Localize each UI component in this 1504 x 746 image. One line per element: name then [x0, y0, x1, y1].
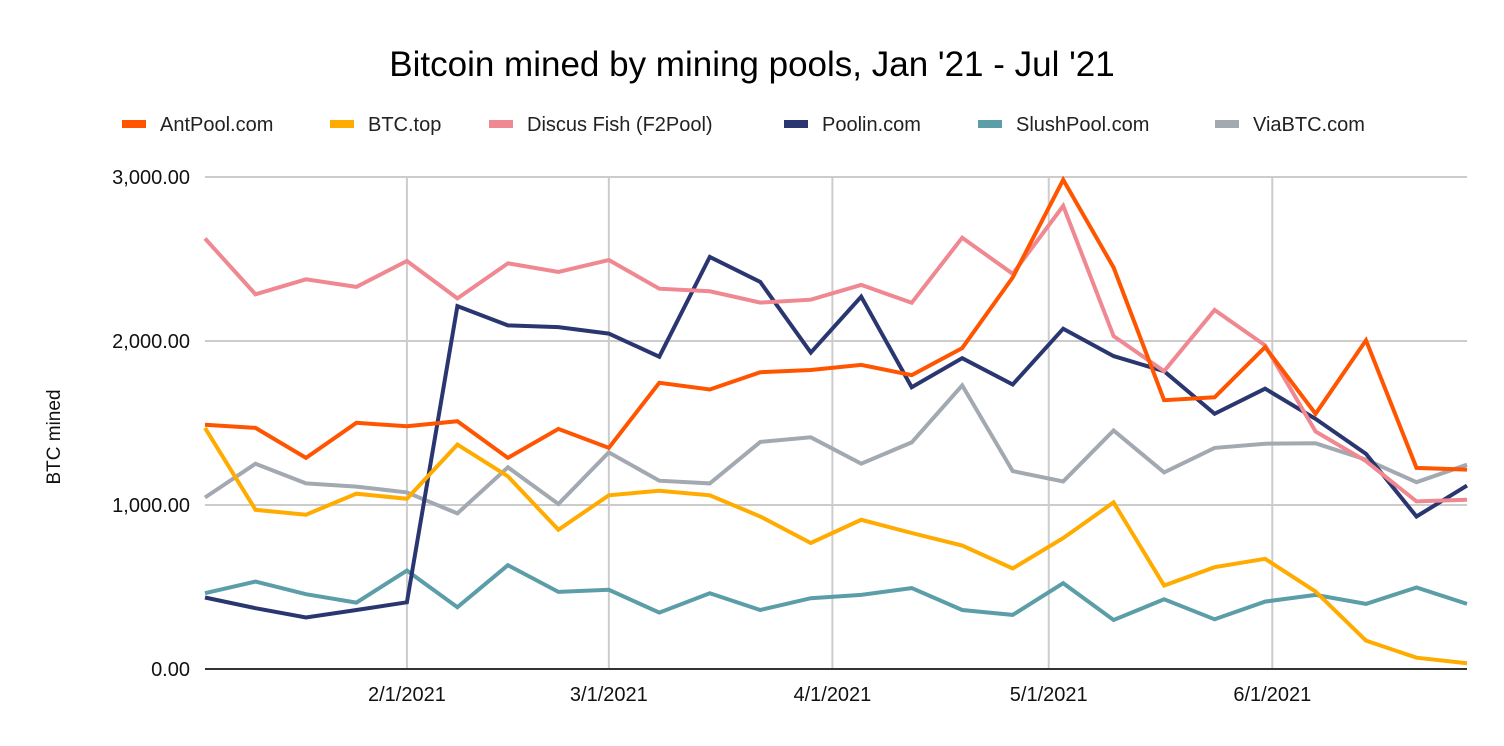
- legend-swatch: [330, 120, 354, 128]
- series-line-slushpool-com: [204, 562, 1468, 623]
- series-line-btc-top: [203, 426, 1468, 666]
- legend-label: ViaBTC.com: [1253, 114, 1365, 136]
- y-tick-label: 2,000.00: [112, 331, 190, 353]
- legend-swatch: [978, 120, 1002, 128]
- legend-label: BTC.top: [368, 114, 441, 136]
- legend-label: Discus Fish (F2Pool): [527, 114, 713, 136]
- legend-item[interactable]: Discus Fish (F2Pool): [489, 114, 713, 136]
- y-tick-label: 3,000.00: [112, 167, 190, 189]
- legend-item[interactable]: AntPool.com: [122, 114, 273, 136]
- legend-swatch: [122, 120, 146, 128]
- x-tick-label: 5/1/2021: [1010, 684, 1088, 706]
- legend-swatch: [1215, 120, 1239, 128]
- legend-swatch: [489, 120, 513, 128]
- x-tick-label: 3/1/2021: [570, 684, 648, 706]
- legend-item[interactable]: Poolin.com: [784, 114, 921, 136]
- legend-label: SlushPool.com: [1016, 114, 1149, 136]
- x-tick-label: 6/1/2021: [1233, 684, 1311, 706]
- series-line-poolin-com: [204, 254, 1469, 620]
- y-axis-ticks: 0.00 1,000.00 2,000.00 3,000.00: [112, 167, 190, 681]
- legend-label: AntPool.com: [160, 114, 273, 136]
- legend-item[interactable]: SlushPool.com: [978, 114, 1149, 136]
- series-line-discus-fish-f2pool: [203, 201, 1468, 504]
- series-lines: [203, 175, 1469, 666]
- legend-swatch: [784, 120, 808, 128]
- legend-label: Poolin.com: [822, 114, 921, 136]
- y-axis-label: BTC mined: [44, 389, 65, 484]
- y-tick-label: 1,000.00: [112, 495, 190, 517]
- chart-title: Bitcoin mined by mining pools, Jan '21 -…: [389, 45, 1114, 84]
- legend: AntPool.com BTC.top Discus Fish (F2Pool) Po…: [122, 114, 1365, 136]
- series-line-antpool-com: [204, 175, 1468, 472]
- legend-item[interactable]: ViaBTC.com: [1215, 114, 1365, 136]
- x-tick-label: 4/1/2021: [793, 684, 871, 706]
- legend-item[interactable]: BTC.top: [330, 114, 441, 136]
- series-line-viabtc-com: [203, 382, 1468, 516]
- y-tick-label: 0.00: [151, 659, 190, 681]
- x-tick-label: 2/1/2021: [368, 684, 446, 706]
- x-axis-ticks: 2/1/2021 3/1/2021 4/1/2021 5/1/2021 6/1/2021: [368, 684, 1311, 706]
